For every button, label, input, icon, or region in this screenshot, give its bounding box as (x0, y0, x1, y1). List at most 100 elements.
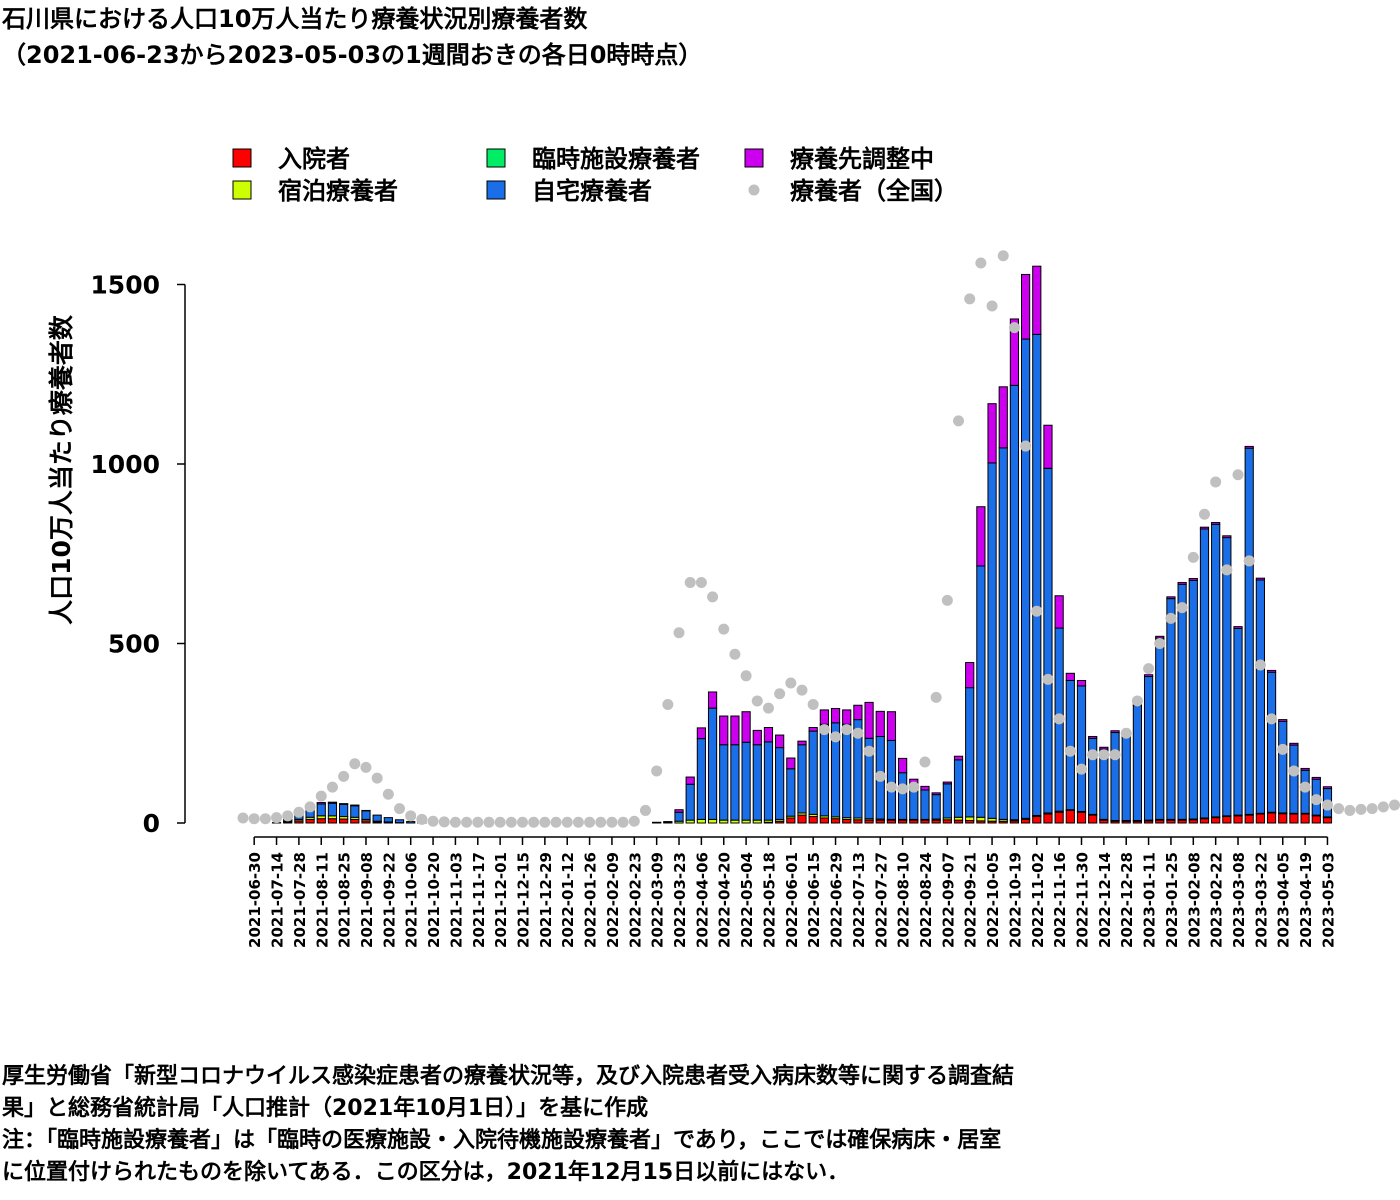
bar-stack (406, 821, 416, 824)
x-tick-label: 2022-05-04 (738, 852, 756, 948)
national-point (438, 816, 450, 828)
x-tick-label: 2022-11-02 (1029, 852, 1047, 948)
bar-segment-adjusting (1289, 742, 1299, 746)
x-tick-label: 2022-09-21 (962, 852, 980, 948)
bar-segment-adjusting (1266, 669, 1277, 673)
bar-segment-hospital (1255, 813, 1265, 824)
national-point (349, 758, 361, 770)
bar-segment-home (406, 821, 416, 824)
bar-segment-home (707, 707, 718, 820)
x-axis: 2021-06-30 2021-07-14 2021-07-28 2021-08-11… (246, 836, 1337, 948)
national-point (1031, 605, 1043, 617)
x-tick-label: 2021-07-28 (291, 852, 309, 948)
x-tick-label: 2021-10-20 (425, 852, 443, 948)
x-tick-label: 2021-07-14 (269, 852, 287, 948)
national-point (919, 756, 931, 768)
bar-stack (1076, 679, 1087, 824)
x-tick-label: 2023-04-05 (1275, 852, 1293, 948)
national-point (483, 816, 495, 828)
bar-stack (1043, 424, 1053, 824)
bar-segment-home (886, 739, 897, 820)
bar-segment-adjusting (886, 711, 897, 741)
bar-segment-home (1043, 467, 1053, 814)
caveat-note-1: 注：「臨時施設療養者」は「臨時の医療施設・入院待機施設療養者」であり，ここでは確… (2, 1128, 1002, 1153)
chart-title: 石川県における人口10万人当たり療養状況別療養者数 (2, 5, 588, 33)
bar-segment-home (1222, 537, 1232, 817)
bar-segment-home (327, 802, 338, 817)
national-point (1243, 555, 1255, 567)
national-point (1076, 763, 1087, 775)
x-tick-label: 2023-01-11 (1141, 852, 1159, 948)
national-point (751, 695, 763, 707)
x-tick-label: 2021-12-29 (537, 852, 555, 948)
national-point (930, 691, 942, 703)
bar-stack (327, 801, 338, 824)
bar-stack (1054, 595, 1064, 824)
bars (271, 265, 1333, 824)
caveat-note-2: に位置付けられたものを除いてある．この区分は，2021年12月15日以前にはない… (2, 1160, 850, 1185)
bar-segment-hospital (819, 817, 829, 824)
bar-segment-adjusting (1188, 578, 1198, 581)
bar-stack (1143, 674, 1154, 824)
bar-stack (931, 792, 941, 824)
x-tick-label: 2022-04-20 (716, 852, 734, 948)
national-point (304, 801, 316, 813)
x-tick-label: 2022-06-29 (828, 852, 846, 948)
national-point (807, 699, 819, 711)
national-point (673, 627, 685, 639)
national-point (897, 783, 909, 795)
bar-segment-adjusting (976, 506, 986, 567)
bar-stack (953, 755, 964, 824)
bar-segment-hospital (1076, 811, 1087, 824)
bar-segment-home (1211, 523, 1221, 818)
national-point (282, 810, 294, 822)
bar-segment-hospital (1289, 813, 1299, 824)
bar-stack (853, 704, 863, 824)
y-tick-label: 1000 (90, 450, 160, 479)
national-point (986, 300, 998, 312)
national-point (606, 816, 618, 828)
national-point (785, 677, 797, 689)
bar-segment-adjusting (730, 715, 740, 746)
bar-stack (976, 506, 986, 824)
bar-segment-home (1121, 732, 1131, 821)
bar-stack (1099, 746, 1109, 824)
bar-segment-home (1177, 583, 1187, 820)
bar-stack (898, 757, 908, 824)
national-point (964, 293, 976, 305)
national-point (729, 648, 741, 660)
national-point (315, 790, 327, 802)
bar-stack (786, 757, 796, 824)
bar-stack (864, 701, 874, 824)
bar-segment-adjusting (1278, 719, 1288, 722)
national-point (997, 250, 1009, 262)
bar-segment-adjusting (1088, 735, 1098, 739)
bar-segment-home (350, 805, 360, 818)
bar-segment-adjusting (707, 691, 718, 709)
bar-segment-hotel (707, 818, 718, 824)
bar-segment-adjusting (1155, 635, 1165, 639)
x-tick-label: 2022-12-14 (1096, 852, 1114, 948)
bar-segment-adjusting (953, 755, 964, 761)
bar-segment-adjusting (1222, 535, 1232, 539)
national-point (818, 724, 830, 736)
bar-segment-home (797, 744, 807, 814)
bar-segment-home (685, 783, 695, 821)
national-point (774, 688, 786, 700)
bar-stack (1155, 635, 1165, 824)
bar-segment-hospital (808, 816, 818, 824)
national-point (237, 812, 249, 824)
bar-segment-home (730, 744, 740, 821)
national-point (326, 781, 338, 793)
bar-segment-hospital (1199, 818, 1210, 824)
national-point (1321, 799, 1333, 811)
x-tick-label: 2023-05-03 (1319, 852, 1337, 948)
bar-segment-home (1233, 627, 1243, 816)
bar-segment-adjusting (719, 715, 729, 746)
x-tick-label: 2021-09-22 (380, 852, 398, 948)
chart-subtitle: （2021-06-23から2023-05-03の1週間おきの各日0時時点） (2, 41, 703, 69)
bar-segment-home (898, 772, 908, 820)
bar-segment-home (819, 723, 829, 817)
bar-stack (719, 715, 729, 824)
